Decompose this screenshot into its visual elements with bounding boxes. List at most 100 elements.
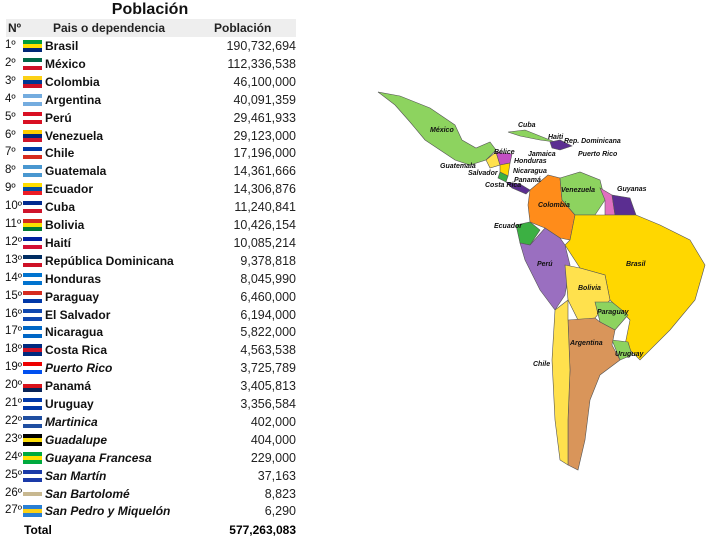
- population-value: 3,405,813: [240, 379, 296, 394]
- map-label: Jamaica: [528, 151, 556, 158]
- population-value: 11,240,841: [234, 200, 296, 215]
- flag-icon: [23, 75, 42, 88]
- table-row: 19º Puerto Rico 3,725,789: [0, 359, 298, 377]
- country-name: Nicaragua: [45, 325, 104, 340]
- table-title: Población: [111, 1, 189, 18]
- table-row: 12º Haití 10,085,214: [0, 234, 298, 252]
- flag-icon: [23, 219, 42, 231]
- country-name: Brasil: [45, 39, 79, 53]
- rank: 13º: [5, 253, 22, 266]
- flag-icon: [23, 165, 42, 178]
- flag-icon: [23, 147, 42, 160]
- table-row: 25º San Martín 37,163: [0, 467, 298, 485]
- population-value: 14,361,666: [233, 164, 296, 179]
- flag-icon: [23, 183, 42, 196]
- population-value: 402,000: [250, 414, 296, 429]
- rank: 25º: [5, 468, 22, 481]
- rank: 1º: [5, 39, 16, 51]
- rank: 5º: [5, 110, 16, 123]
- flag-icon: [23, 201, 42, 214]
- table-row: 16º El Salvador 6,194,000: [0, 306, 298, 324]
- region-brasil: [564, 214, 706, 361]
- map-label: Guyanas: [617, 186, 647, 193]
- country-name: San Bartolomé: [45, 486, 130, 501]
- flag-icon: [23, 308, 42, 321]
- table-row: 18º Costa Rica 4,563,538: [0, 341, 298, 359]
- rank: 15º: [5, 289, 22, 302]
- table-row: 14º Honduras 8,045,990: [0, 270, 298, 288]
- flag-icon: [23, 254, 42, 267]
- country-name: Haití: [45, 235, 72, 250]
- population-value: 6,460,000: [240, 289, 296, 304]
- header-population: Población: [214, 21, 272, 35]
- region-suriname: [611, 194, 637, 216]
- population-value: 112,336,538: [227, 56, 296, 71]
- population-value: 3,725,789: [240, 361, 296, 376]
- map-label: Rep. Dominicana: [564, 138, 621, 145]
- region-panama: [505, 181, 531, 195]
- country-name: México: [45, 56, 86, 71]
- flag-icon: [23, 415, 42, 428]
- flag-icon: [23, 272, 42, 285]
- table-row: 26º San Bartolomé 8,823: [0, 485, 298, 503]
- population-value: 29,123,000: [233, 128, 296, 143]
- map-label: Costa Rica: [485, 182, 521, 189]
- country-name: Costa Rica: [45, 343, 108, 358]
- rank: 10º: [5, 200, 22, 213]
- table-row: 20º Panamá 3,405,813: [0, 377, 298, 395]
- country-name: Uruguay: [45, 397, 94, 411]
- map-label: Salvador: [468, 170, 499, 177]
- population-value: 5,822,000: [240, 325, 296, 340]
- flag-icon: [23, 505, 42, 518]
- table-row: 4º Argentina 40,091,359: [0, 91, 298, 109]
- region-paraguay: [594, 301, 629, 331]
- table-row: 27º San Pedro y Miquelón 6,290: [0, 502, 298, 520]
- population-value: 404,000: [250, 432, 296, 447]
- flag-icon: [23, 344, 42, 357]
- table-row: 22º Martinica 402,000: [0, 413, 298, 431]
- rank: 26º: [5, 486, 22, 499]
- rank: 14º: [5, 271, 22, 284]
- flag-icon: [23, 469, 42, 482]
- table-row: 23º Guadalupe 404,000: [0, 431, 298, 449]
- country-name: Cuba: [45, 200, 75, 215]
- population-value: 29,461,933: [233, 110, 296, 125]
- rank: 18º: [5, 343, 22, 356]
- population-value: 6,194,000: [240, 307, 296, 322]
- rank: 4º: [5, 92, 16, 105]
- flag-icon: [23, 380, 42, 393]
- table-row: 13º República Dominicana 9,378,818: [0, 252, 298, 270]
- population-value: 3,356,584: [240, 397, 296, 411]
- rank: 3º: [5, 74, 16, 87]
- table-row: 10º Cuba 11,240,841: [0, 198, 298, 216]
- table-row: 9º Ecuador 14,306,876: [0, 180, 298, 198]
- header-country: Pais o dependencia: [53, 21, 166, 35]
- map-label: Haiti: [548, 134, 564, 141]
- rank: 8º: [5, 164, 16, 177]
- flag-icon: [23, 290, 42, 303]
- country-name: Guayana Francesa: [45, 450, 152, 465]
- map-label: Nicaragua: [513, 168, 547, 175]
- table-row: 17º Nicaragua 5,822,000: [0, 323, 298, 341]
- table-row: 21º Uruguay 3,356,584: [0, 395, 298, 413]
- map-label: Puerto Rico: [578, 151, 618, 158]
- region-mexico: [377, 91, 497, 166]
- flag-icon: [23, 57, 42, 70]
- region-peru: [519, 227, 571, 311]
- map-label: Ecuador: [494, 223, 523, 230]
- map-label: Uruguay: [615, 351, 645, 358]
- country-name: Martinica: [45, 414, 98, 429]
- region-chile: [551, 299, 571, 466]
- flag-icon: [23, 362, 42, 375]
- country-name: Paraguay: [45, 289, 100, 304]
- rank: 17º: [5, 325, 22, 338]
- map-label: Argentina: [569, 340, 603, 347]
- map-label: Honduras: [514, 158, 547, 165]
- map-label: Panamá: [514, 177, 541, 184]
- total-label: Total: [24, 523, 52, 537]
- population-value: 8,045,990: [240, 271, 296, 286]
- country-name: San Martín: [45, 468, 107, 483]
- country-name: Argentina: [45, 92, 102, 107]
- map-label: Colombia: [538, 202, 570, 209]
